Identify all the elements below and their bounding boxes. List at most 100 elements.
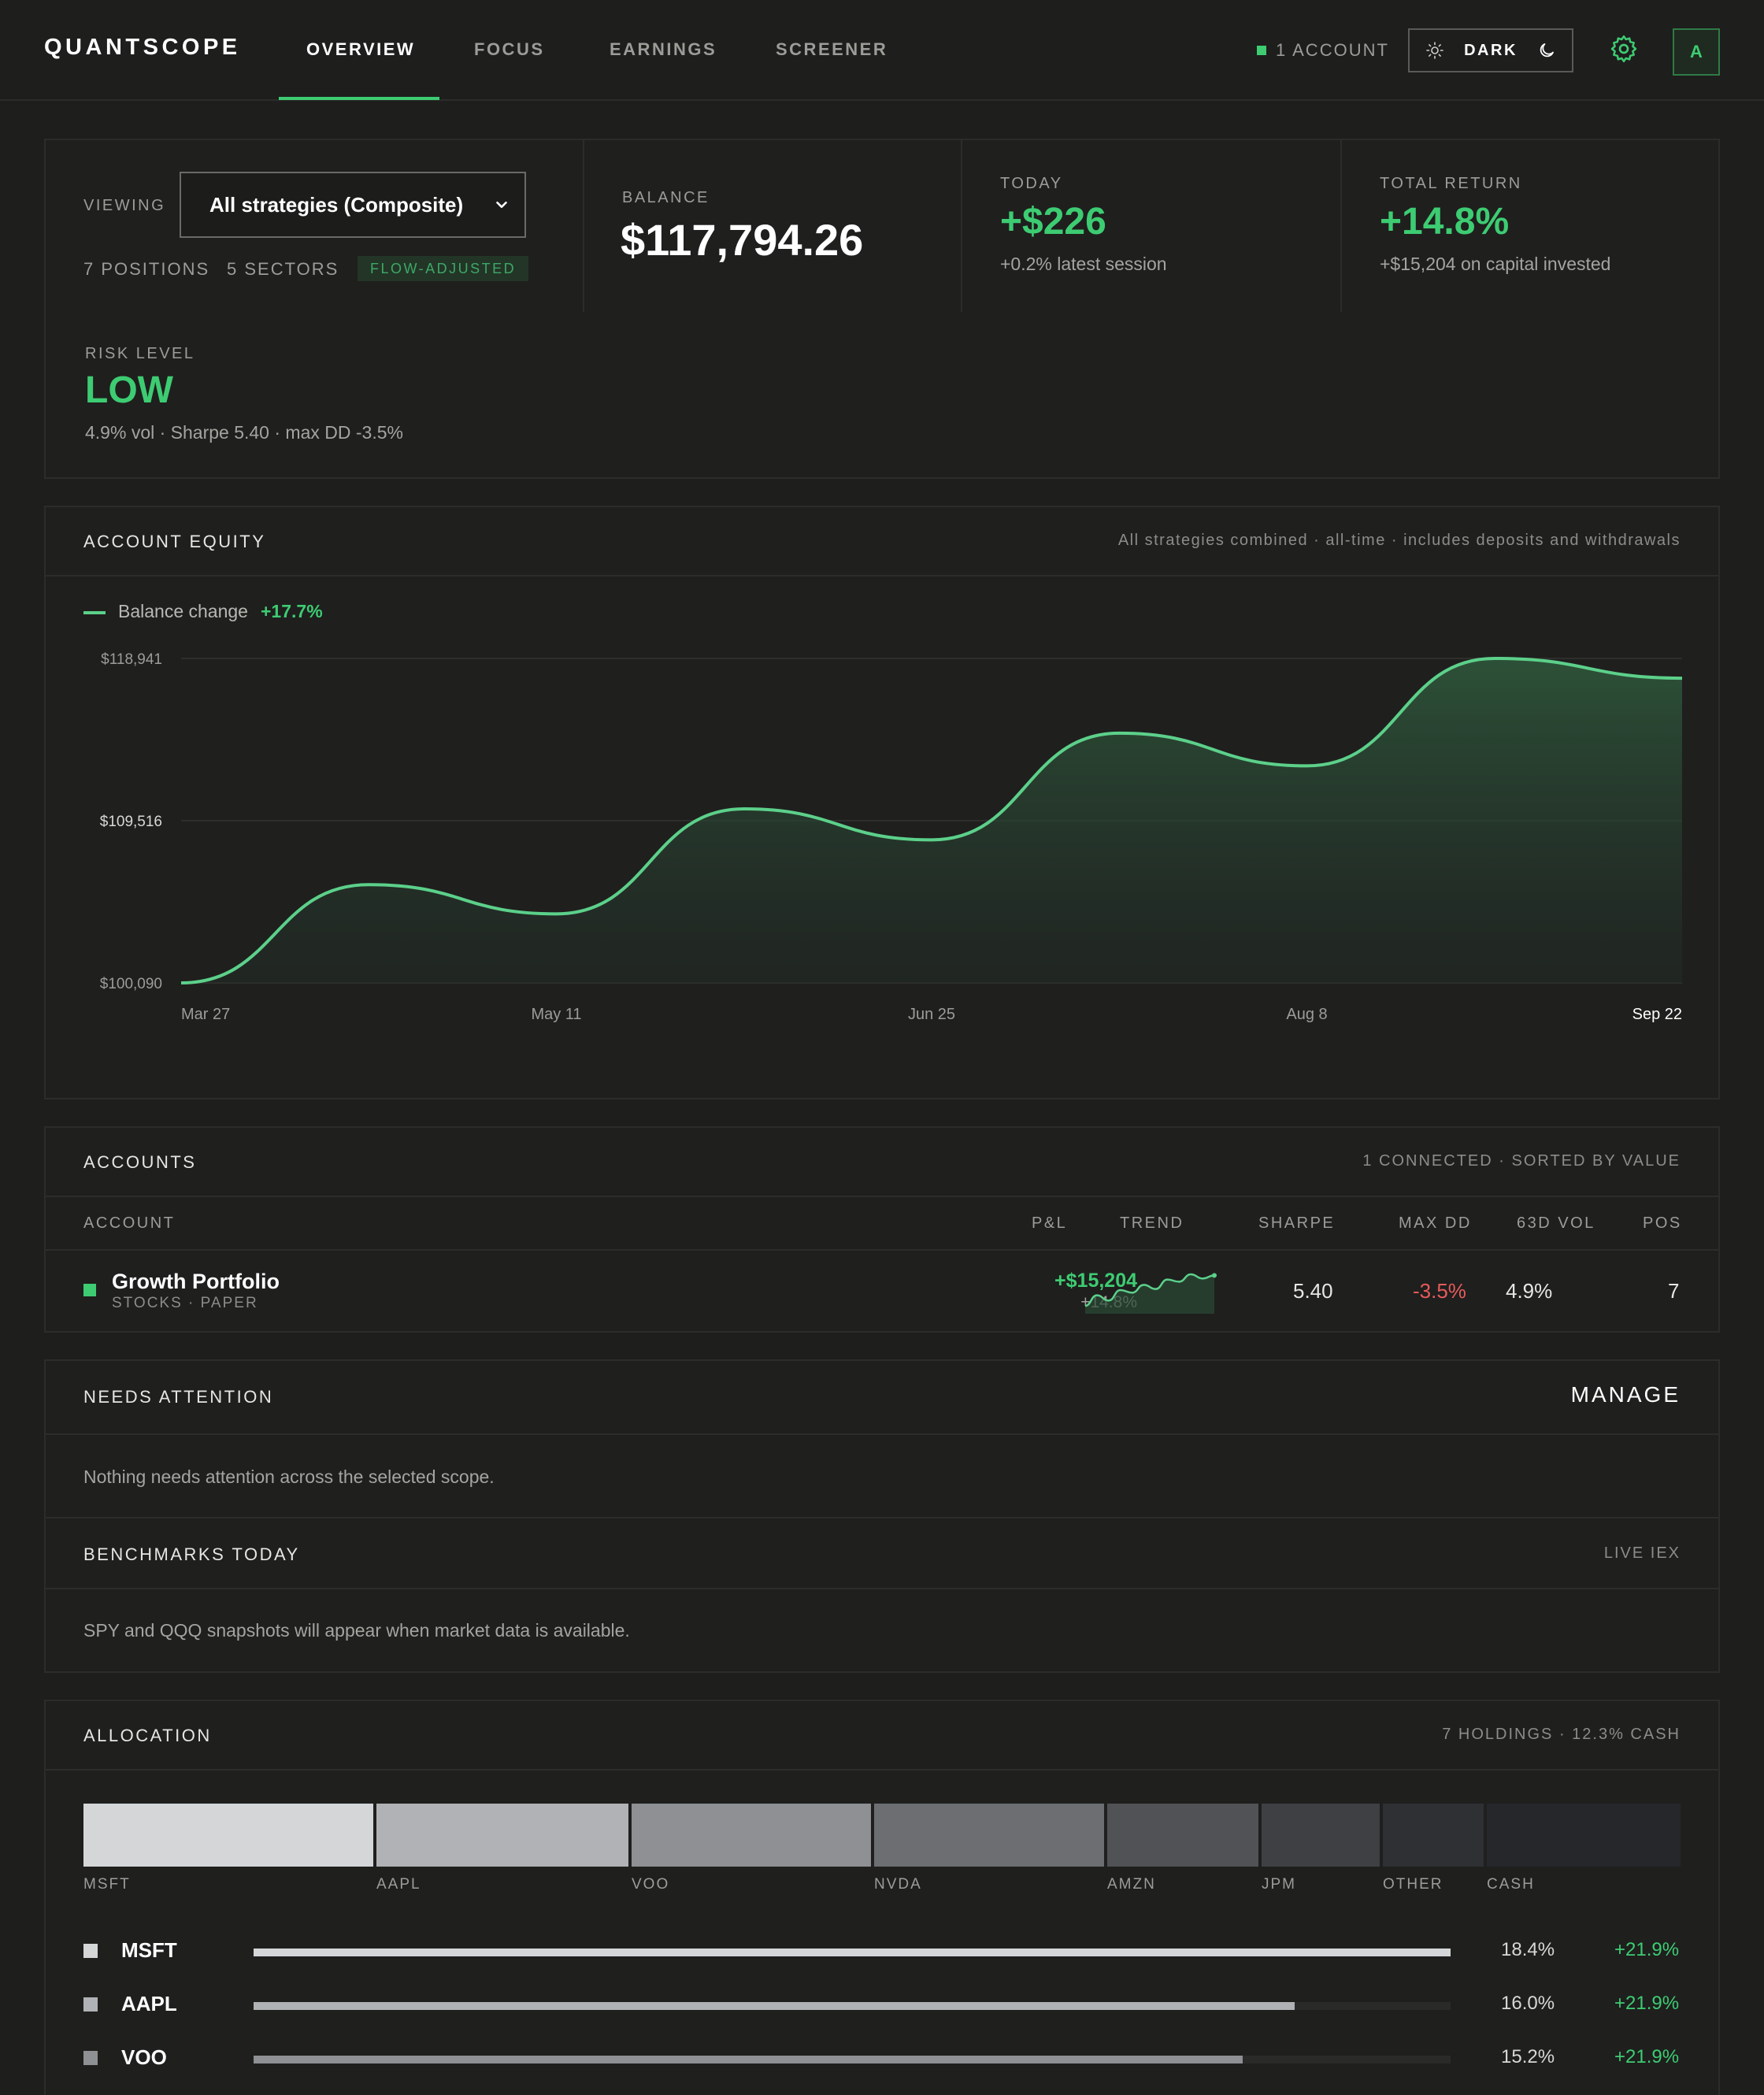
y-tick-label: $109,516 [100, 814, 162, 830]
allocation-segment-label: JPM [1262, 1876, 1296, 1893]
divider [46, 1517, 1718, 1518]
account-max-dd: -3.5% [1413, 1279, 1466, 1303]
allocation-segment-amzn[interactable] [1107, 1804, 1258, 1867]
account-count[interactable]: 1 ACCOUNT [1276, 40, 1389, 60]
divider [46, 575, 1718, 577]
divider [46, 1196, 1718, 1197]
app-logo[interactable]: QUANTSCOPE [44, 35, 241, 60]
manage-button[interactable]: MANAGE [1570, 1382, 1681, 1407]
equity-area [181, 658, 1682, 983]
x-tick-label: Jun 25 [908, 1006, 955, 1023]
holding-return: +21.9% [1614, 1939, 1680, 1960]
avatar[interactable]: A [1673, 28, 1720, 76]
flow-adjusted-badge: FLOW-ADJUSTED [358, 256, 529, 281]
gear-icon[interactable] [1608, 33, 1640, 65]
x-tick-label: Mar 27 [181, 1006, 230, 1023]
tab-focus[interactable]: FOCUS [474, 39, 545, 59]
moon-icon [1540, 43, 1554, 57]
holding-bar-fill [254, 1949, 1451, 1956]
holding-return: +21.9% [1614, 1993, 1680, 2014]
allocation-segment-msft[interactable] [83, 1804, 373, 1867]
legend-label: Balance change [118, 601, 248, 621]
today-value: +$226 [1000, 201, 1106, 243]
sectors-count: 5 SECTORS [227, 259, 339, 279]
today-label: TODAY [1000, 175, 1063, 192]
allocation-segment-aapl[interactable] [376, 1804, 628, 1867]
accounts-meta: 1 CONNECTED · SORTED BY VALUE [1362, 1152, 1681, 1170]
equity-meta: All strategies combined · all-time · inc… [1117, 532, 1681, 549]
account-sharpe: 5.40 [1293, 1279, 1333, 1303]
holding-row-aapl[interactable]: AAPL 16.0% +21.9% [83, 1989, 1682, 2021]
account-vol: 4.9% [1506, 1279, 1553, 1303]
holding-weight: 18.4% [1501, 1939, 1555, 1960]
benchmarks-empty-text: SPY and QQQ snapshots will appear when m… [83, 1620, 630, 1641]
accounts-panel [44, 1126, 1720, 1333]
balance-label: BALANCE [622, 189, 710, 206]
benchmarks-title: BENCHMARKS TODAY [83, 1544, 300, 1564]
divider [583, 140, 584, 312]
allocation-title: ALLOCATION [83, 1726, 212, 1745]
tab-screener[interactable]: SCREENER [776, 39, 888, 59]
tab-overview[interactable]: OVERVIEW [306, 39, 416, 59]
attention-empty-text: Nothing needs attention across the selec… [83, 1466, 495, 1487]
viewing-label: VIEWING [83, 197, 166, 214]
allocation-meta: 7 HOLDINGS · 12.3% CASH [1442, 1726, 1681, 1743]
y-tick-label: $118,941 [101, 651, 162, 668]
holding-bar-track [254, 2056, 1451, 2063]
divider [46, 1588, 1718, 1589]
sparkline-end-dot [1212, 1273, 1217, 1278]
top-bar [0, 0, 1764, 101]
col-header-trend[interactable]: TREND [1120, 1214, 1184, 1232]
allocation-segment-other[interactable] [1383, 1804, 1484, 1867]
scope-select[interactable]: All strategies (Composite) [180, 172, 526, 238]
allocation-segment-label: AAPL [376, 1876, 421, 1893]
col-header-account[interactable]: ACCOUNT [83, 1214, 176, 1232]
risk-sub: 4.9% vol · Sharpe 5.40 · max DD -3.5% [85, 422, 403, 443]
holding-swatch [83, 1997, 98, 2012]
holding-bar-fill [254, 2056, 1243, 2063]
table-row[interactable]: Growth Portfolio STOCKS · PAPER +$15,204… [46, 1251, 1718, 1331]
holding-weight: 16.0% [1501, 1993, 1555, 2014]
holding-name: MSFT [121, 1938, 177, 1962]
col-header-max-dd[interactable]: MAX DD [1399, 1214, 1472, 1232]
active-tab-indicator [279, 97, 439, 100]
equity-line [180, 656, 1683, 984]
account-pnl: +$15,204 [1054, 1270, 1137, 1292]
allocation-segment-label: OTHER [1383, 1876, 1443, 1893]
attention-title: NEEDS ATTENTION [83, 1387, 274, 1407]
account-pos: 7 [1668, 1279, 1680, 1303]
allocation-segment-jpm[interactable] [1262, 1804, 1380, 1867]
holding-row-msft[interactable]: MSFT 18.4% +21.9% [83, 1936, 1682, 1967]
holding-weight: 15.2% [1501, 2046, 1555, 2067]
risk-label: RISK LEVEL [85, 345, 195, 362]
allocation-segment-voo[interactable] [632, 1804, 871, 1867]
account-name: Growth Portfolio [112, 1270, 280, 1293]
allocation-segment-nvda[interactable] [874, 1804, 1104, 1867]
col-header-pos[interactable]: POS [1643, 1214, 1682, 1232]
holding-row-voo[interactable]: VOO 15.2% +21.9% [83, 2043, 1682, 2075]
allocation-segment-label: CASH [1487, 1876, 1535, 1893]
holding-bar-track [254, 2002, 1451, 2010]
trend-sparkline [1084, 1273, 1217, 1314]
risk-value: LOW [85, 369, 173, 411]
x-tick-label: May 11 [531, 1006, 581, 1023]
total-return-sub: +$15,204 on capital invested [1380, 254, 1611, 274]
allocation-segment-label: NVDA [874, 1876, 922, 1893]
divider [46, 1433, 1718, 1435]
col-header-sharpe[interactable]: SHARPE [1258, 1214, 1336, 1232]
theme-toggle[interactable]: DARK [1408, 28, 1573, 72]
sparkline-area [1085, 1274, 1214, 1314]
holding-bar-fill [254, 2002, 1295, 2010]
equity-title: ACCOUNT EQUITY [83, 532, 266, 551]
account-color-swatch [83, 1284, 96, 1296]
holding-swatch [83, 2051, 98, 2065]
col-header-pnl[interactable]: P&L [1032, 1214, 1068, 1232]
col-header-vol[interactable]: 63D VOL [1517, 1214, 1595, 1232]
balance-value: $117,794.26 [621, 215, 864, 265]
allocation-panel [44, 1700, 1720, 2095]
holding-swatch [83, 1944, 98, 1958]
allocation-segment-label: VOO [632, 1876, 670, 1893]
allocation-segment-cash[interactable] [1487, 1804, 1681, 1867]
tab-earnings[interactable]: EARNINGS [610, 39, 717, 59]
positions-count: 7 POSITIONS [83, 259, 210, 279]
